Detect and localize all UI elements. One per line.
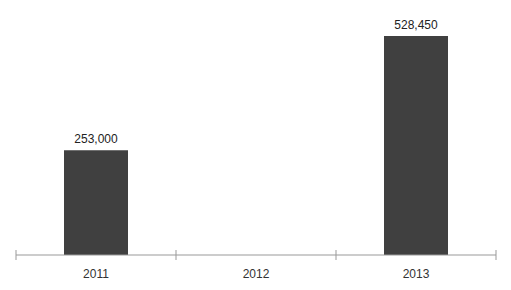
- svg-text:2012: 2012: [243, 267, 270, 281]
- svg-text:253,000: 253,000: [74, 132, 118, 146]
- svg-text:528,450: 528,450: [394, 18, 438, 32]
- svg-text:2013: 2013: [403, 267, 430, 281]
- svg-text:2011: 2011: [83, 267, 109, 281]
